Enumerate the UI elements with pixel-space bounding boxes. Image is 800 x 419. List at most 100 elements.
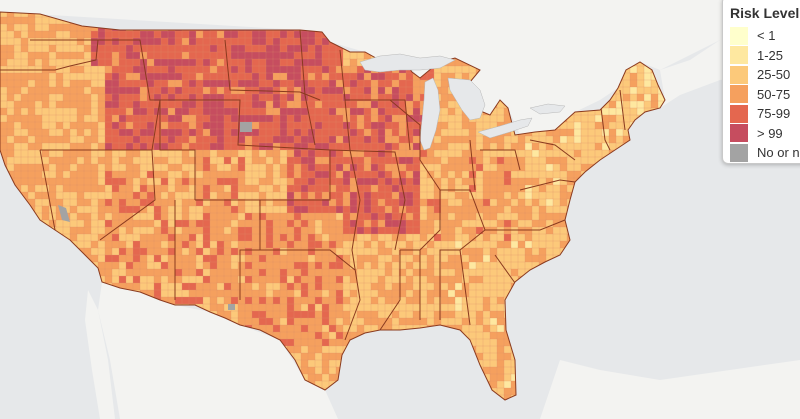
county-cell bbox=[608, 100, 617, 109]
county-cell bbox=[223, 177, 232, 186]
county-cell bbox=[76, 156, 85, 165]
county-cell bbox=[118, 170, 127, 179]
county-cell bbox=[20, 72, 29, 81]
county-cell bbox=[300, 121, 309, 130]
county-cell bbox=[342, 310, 351, 319]
county-cell bbox=[489, 261, 498, 270]
county-cell bbox=[314, 219, 323, 228]
county-cell bbox=[363, 303, 372, 312]
county-cell bbox=[181, 240, 190, 249]
county-cell bbox=[174, 247, 183, 256]
county-cell bbox=[440, 205, 449, 214]
county-cell bbox=[580, 121, 589, 130]
county-cell bbox=[517, 177, 526, 186]
county-cell bbox=[167, 72, 176, 81]
county-cell bbox=[503, 261, 512, 270]
county-cell bbox=[90, 226, 99, 235]
county-cell bbox=[461, 121, 470, 130]
county-cell bbox=[216, 100, 225, 109]
county-cell bbox=[489, 331, 498, 340]
county-cell bbox=[258, 100, 267, 109]
county-cell bbox=[272, 212, 281, 221]
county-cell bbox=[384, 86, 393, 95]
county-cell bbox=[356, 268, 365, 277]
county-cell bbox=[559, 233, 568, 242]
county-cell bbox=[195, 72, 204, 81]
county-cell bbox=[615, 128, 624, 137]
county-cell bbox=[230, 247, 239, 256]
county-cell bbox=[349, 128, 358, 137]
county-cell bbox=[90, 184, 99, 193]
county-cell bbox=[335, 191, 344, 200]
county-cell bbox=[76, 233, 85, 242]
county-cell bbox=[650, 100, 659, 109]
county-cell bbox=[335, 156, 344, 165]
county-cell bbox=[293, 177, 302, 186]
county-cell bbox=[76, 114, 85, 123]
county-cell bbox=[286, 338, 295, 347]
county-cell bbox=[237, 205, 246, 214]
county-cell bbox=[125, 247, 134, 256]
county-cell bbox=[188, 212, 197, 221]
county-cell bbox=[517, 149, 526, 158]
county-cell bbox=[363, 191, 372, 200]
county-cell bbox=[538, 156, 547, 165]
county-cell bbox=[293, 282, 302, 291]
county-cell bbox=[363, 121, 372, 130]
county-cell bbox=[167, 268, 176, 277]
county-cell bbox=[188, 100, 197, 109]
county-cell bbox=[132, 65, 141, 74]
county-cell bbox=[335, 86, 344, 95]
county-cell bbox=[454, 303, 463, 312]
county-cell bbox=[489, 226, 498, 235]
county-cell bbox=[342, 212, 351, 221]
county-cell bbox=[447, 303, 456, 312]
county-cell bbox=[251, 191, 260, 200]
county-cell bbox=[314, 65, 323, 74]
county-cell bbox=[286, 275, 295, 284]
county-cell bbox=[97, 128, 106, 137]
county-cell bbox=[34, 44, 43, 53]
county-cell bbox=[356, 107, 365, 116]
county-cell bbox=[447, 156, 456, 165]
county-cell bbox=[293, 317, 302, 326]
county-cell bbox=[76, 135, 85, 144]
county-cell bbox=[48, 72, 57, 81]
county-cell bbox=[517, 205, 526, 214]
county-cell bbox=[174, 184, 183, 193]
county-cell bbox=[265, 93, 274, 102]
county-cell bbox=[251, 51, 260, 60]
county-cell bbox=[188, 289, 197, 298]
county-cell bbox=[181, 261, 190, 270]
county-cell bbox=[342, 128, 351, 137]
county-cell bbox=[419, 219, 428, 228]
county-cell bbox=[265, 233, 274, 242]
county-cell bbox=[209, 44, 218, 53]
county-cell bbox=[181, 212, 190, 221]
county-cell bbox=[447, 177, 456, 186]
county-cell bbox=[104, 51, 113, 60]
county-cell bbox=[83, 233, 92, 242]
county-cell bbox=[195, 289, 204, 298]
county-cell bbox=[475, 268, 484, 277]
county-cell bbox=[489, 296, 498, 305]
county-cell bbox=[335, 107, 344, 116]
county-cell bbox=[496, 310, 505, 319]
county-cell bbox=[174, 261, 183, 270]
county-cell bbox=[34, 16, 43, 25]
county-cell bbox=[321, 107, 330, 116]
county-cell bbox=[426, 191, 435, 200]
county-cell bbox=[412, 254, 421, 263]
county-cell bbox=[188, 86, 197, 95]
county-cell bbox=[412, 184, 421, 193]
county-cell bbox=[328, 233, 337, 242]
county-cell bbox=[300, 289, 309, 298]
county-cell bbox=[384, 156, 393, 165]
county-cell bbox=[237, 240, 246, 249]
county-cell bbox=[181, 219, 190, 228]
county-cell bbox=[6, 156, 15, 165]
county-cell bbox=[384, 135, 393, 144]
county-cell bbox=[139, 93, 148, 102]
county-cell bbox=[370, 107, 379, 116]
